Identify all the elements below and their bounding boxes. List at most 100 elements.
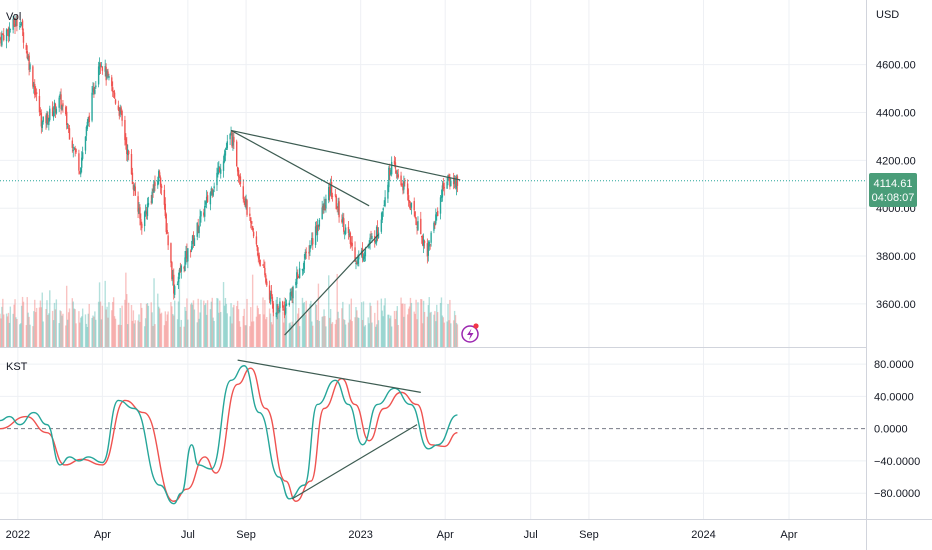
volume-bar xyxy=(1,306,3,347)
candle-body xyxy=(85,126,88,136)
volume-bar xyxy=(174,300,176,347)
volume-bar xyxy=(282,322,285,347)
volume-bar xyxy=(250,307,252,347)
volume-bar xyxy=(59,310,61,347)
candle-body xyxy=(429,244,431,246)
candle-body xyxy=(301,269,304,271)
volume-bar xyxy=(26,297,28,347)
volume-bar xyxy=(266,317,268,347)
kst-signal-line xyxy=(0,367,458,502)
candle-body xyxy=(295,281,297,286)
volume-bar xyxy=(239,326,242,347)
volume-bar xyxy=(220,312,222,347)
volume-bar xyxy=(187,319,189,347)
candle-body xyxy=(382,208,384,211)
candle-body xyxy=(449,178,451,187)
volume-bar xyxy=(448,320,450,347)
candle-body xyxy=(178,269,181,276)
candle-body xyxy=(400,175,402,186)
candle-body xyxy=(47,115,49,123)
candle-body xyxy=(404,182,406,184)
candle-body xyxy=(153,181,155,193)
candle-body xyxy=(113,92,116,98)
volume-bar xyxy=(106,306,108,347)
volume-bar xyxy=(335,319,337,347)
volume-bar xyxy=(34,312,37,347)
volume-bar xyxy=(367,317,369,347)
volume-bar xyxy=(171,306,173,347)
volume-bar xyxy=(159,313,162,347)
volume-bar xyxy=(420,299,422,347)
candle-body xyxy=(120,107,122,112)
volume-bar xyxy=(54,309,57,347)
volume-bar xyxy=(28,316,30,347)
lightning-bolt-icon[interactable] xyxy=(461,323,479,343)
volume-bar xyxy=(298,326,301,347)
volume-bar xyxy=(312,325,314,347)
volume-bar xyxy=(423,311,426,347)
candle-body xyxy=(387,184,389,199)
candle-body xyxy=(329,183,332,194)
time-tick-label: Sep xyxy=(579,529,599,541)
volume-bar xyxy=(422,300,425,347)
candle-body xyxy=(170,243,172,263)
volume-bar xyxy=(371,322,373,347)
candle-body xyxy=(106,70,108,79)
volume-bar xyxy=(245,325,247,347)
candle-body xyxy=(219,167,221,173)
kst-axis[interactable]: 80.0000 40.0000 0.0000 −40.0000 −80.0000 xyxy=(874,359,920,500)
volume-bar xyxy=(322,316,324,347)
volume-bar xyxy=(62,313,64,347)
candle-body xyxy=(32,66,34,87)
time-axis[interactable]: 2022 Apr Jul Sep 2023 Apr Jul Sep 2024 Apr xyxy=(6,529,798,541)
volume-bar xyxy=(305,300,307,347)
candle-body xyxy=(334,194,337,196)
volume-bar xyxy=(368,323,370,347)
volume-bar xyxy=(434,311,436,347)
volume-bar xyxy=(133,323,136,347)
volume-bar xyxy=(99,301,102,347)
candle-body xyxy=(86,121,89,129)
volume-bar xyxy=(147,305,150,347)
volume-bar xyxy=(255,316,258,347)
volume-bar xyxy=(242,315,244,347)
candle-body xyxy=(343,218,345,232)
candle-body xyxy=(184,257,186,271)
candle-body xyxy=(388,167,390,188)
volume-bar xyxy=(292,301,294,347)
volume-bar xyxy=(397,325,399,347)
candle-body xyxy=(455,176,458,189)
volume-bar xyxy=(205,314,208,347)
volume-bar xyxy=(249,326,251,347)
candle-body xyxy=(296,272,298,285)
volume-bar xyxy=(177,301,180,347)
volume-bar xyxy=(406,314,409,347)
candle-body xyxy=(255,236,258,245)
volume-bar xyxy=(146,303,149,347)
candle-body xyxy=(349,232,352,245)
currency-label[interactable]: USD xyxy=(876,9,899,21)
volume-bar xyxy=(67,312,70,347)
volume-bar xyxy=(277,309,279,347)
volume-bar xyxy=(402,303,404,347)
volume-bar xyxy=(377,320,380,347)
volume-bar xyxy=(2,298,4,347)
volume-bar xyxy=(243,308,245,347)
price-trendline xyxy=(284,234,379,336)
volume-bar xyxy=(383,305,385,347)
volume-bar xyxy=(74,309,76,347)
volume-bar xyxy=(357,317,359,347)
candle-body xyxy=(224,150,227,156)
candle-body xyxy=(107,71,109,76)
volume-bar xyxy=(344,320,346,347)
volume-bar xyxy=(328,275,330,347)
candle-body xyxy=(233,136,235,143)
volume-bar xyxy=(86,326,89,347)
price-trendlines xyxy=(230,129,461,336)
candle-body xyxy=(440,196,443,199)
kst-trendlines xyxy=(237,359,421,500)
candle-body xyxy=(330,181,333,197)
volume-bar xyxy=(55,299,58,347)
volume-bar xyxy=(176,319,179,347)
volume-bar xyxy=(141,307,143,347)
